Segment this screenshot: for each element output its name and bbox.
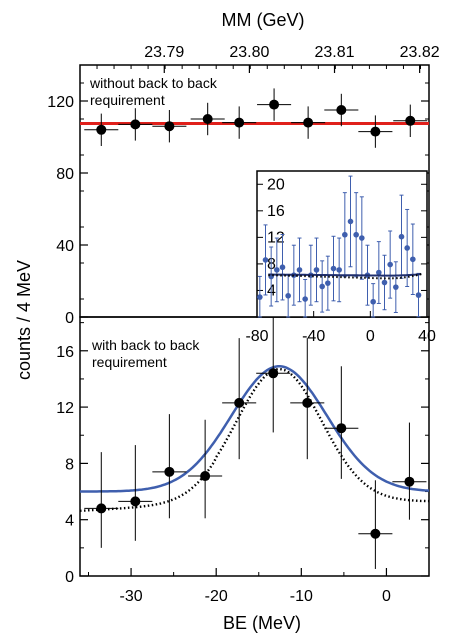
inset-data-point xyxy=(262,257,269,263)
top-data-point xyxy=(202,114,213,124)
bottom-fit-solid xyxy=(80,365,430,493)
top-panel-annotation-line1: without back to back xyxy=(89,75,218,91)
inset-data-point xyxy=(319,283,325,290)
inset-data-point xyxy=(285,292,291,299)
inset-y-tick-label: 16 xyxy=(267,203,285,220)
inset-fit-dotted xyxy=(268,273,422,280)
inset-data-point xyxy=(398,233,405,240)
bottom-data-point xyxy=(404,476,415,487)
x-axis-title: BE (MeV) xyxy=(223,613,301,633)
bottom-panel-frame xyxy=(79,316,430,577)
bottom-data-point xyxy=(336,423,347,434)
top-data-point xyxy=(164,121,175,132)
bottom-panel-annotation-line1: with back to back xyxy=(91,337,200,353)
top-y-tick-label: 40 xyxy=(56,238,74,255)
bottom-y-tick-label: 16 xyxy=(56,344,74,361)
bottom-x-tick-label: -30 xyxy=(120,588,143,605)
inset-data-point xyxy=(381,279,388,286)
bottom-y-tick-label: 8 xyxy=(65,456,74,473)
top-data-point xyxy=(303,117,314,128)
inset-frame xyxy=(256,170,428,318)
top-data-point xyxy=(96,124,107,135)
top-panel-annotation-line2: requirement xyxy=(90,92,165,108)
bottom-panel-annotation-line2: requirement xyxy=(92,354,167,370)
top-axis-tick-labels: 23.79 23.80 23.81 23.82 xyxy=(144,44,440,61)
inset-data-point xyxy=(376,269,382,276)
inset-data-point xyxy=(302,296,308,302)
inset-data-point xyxy=(347,218,354,225)
inset-data-point xyxy=(410,256,416,263)
top-axis-tick-label: 23.81 xyxy=(314,44,354,61)
inset-data-point xyxy=(296,267,303,273)
inset-data-point xyxy=(313,267,320,273)
top-y-tick-label: 120 xyxy=(47,94,74,111)
bottom-data-point xyxy=(164,466,175,477)
inset-data-point xyxy=(393,284,399,290)
inset-data-point xyxy=(353,231,359,238)
bottom-data-point xyxy=(370,528,381,539)
inset-data-point xyxy=(330,265,337,272)
top-data-point xyxy=(405,115,416,126)
top-data-point xyxy=(234,117,245,128)
bottom-data-point xyxy=(200,471,211,482)
top-axis-tick-label: 23.82 xyxy=(400,44,440,61)
inset-data-point xyxy=(336,267,342,273)
bottom-y-tick-label: 0 xyxy=(65,569,74,586)
inset-data-point xyxy=(257,294,263,300)
bottom-panel-plot: 0 4 8 12 16 -30 -20 -10 0 xyxy=(56,317,430,605)
bottom-y-tick-label: 12 xyxy=(56,400,74,417)
inset-x-tick-label: -80 xyxy=(245,328,268,345)
inset-x-tick-label: 40 xyxy=(418,328,436,345)
bottom-data-point xyxy=(234,397,245,408)
top-data-point xyxy=(336,105,347,115)
inset-x-tick-label: 0 xyxy=(366,328,375,345)
bottom-data-point xyxy=(96,503,107,514)
inset-data-point xyxy=(342,231,348,238)
inset-data-point xyxy=(415,292,422,298)
top-y-tick-label: 0 xyxy=(65,310,74,327)
top-panel-plot: 0 40 80 120 xyxy=(47,65,429,327)
inset-data-point xyxy=(404,245,410,251)
inset-data-point xyxy=(387,261,393,268)
top-data-point xyxy=(269,99,280,110)
top-data-point xyxy=(130,119,141,130)
bottom-x-tick-label: -10 xyxy=(290,588,313,605)
inset-data-point xyxy=(370,298,376,305)
inset-data-point xyxy=(274,267,280,273)
top-y-tick-label: 80 xyxy=(56,166,74,183)
bottom-y-tick-label: 4 xyxy=(65,513,74,530)
top-axis-title: MM (GeV) xyxy=(222,10,305,30)
inset-x-tick-label: -40 xyxy=(302,328,325,345)
top-axis-tick-label: 23.80 xyxy=(229,44,269,61)
bottom-data-point xyxy=(302,397,313,408)
inset-fit-solid xyxy=(268,273,422,277)
bottom-x-tick-label: 0 xyxy=(382,588,391,605)
top-data-point xyxy=(370,126,381,137)
top-axis-tick-label: 23.79 xyxy=(144,44,184,61)
inset-data-point xyxy=(279,264,286,271)
bottom-x-tick-label: -20 xyxy=(205,588,228,605)
inset-data-point xyxy=(325,280,331,286)
bottom-data-point xyxy=(268,368,279,379)
inset-data-point xyxy=(359,235,365,241)
bottom-fit-dotted xyxy=(79,367,429,512)
inset-y-tick-label: 20 xyxy=(267,176,285,193)
y-axis-title: counts / 4 MeV xyxy=(14,260,34,380)
bottom-data-point xyxy=(130,496,141,507)
